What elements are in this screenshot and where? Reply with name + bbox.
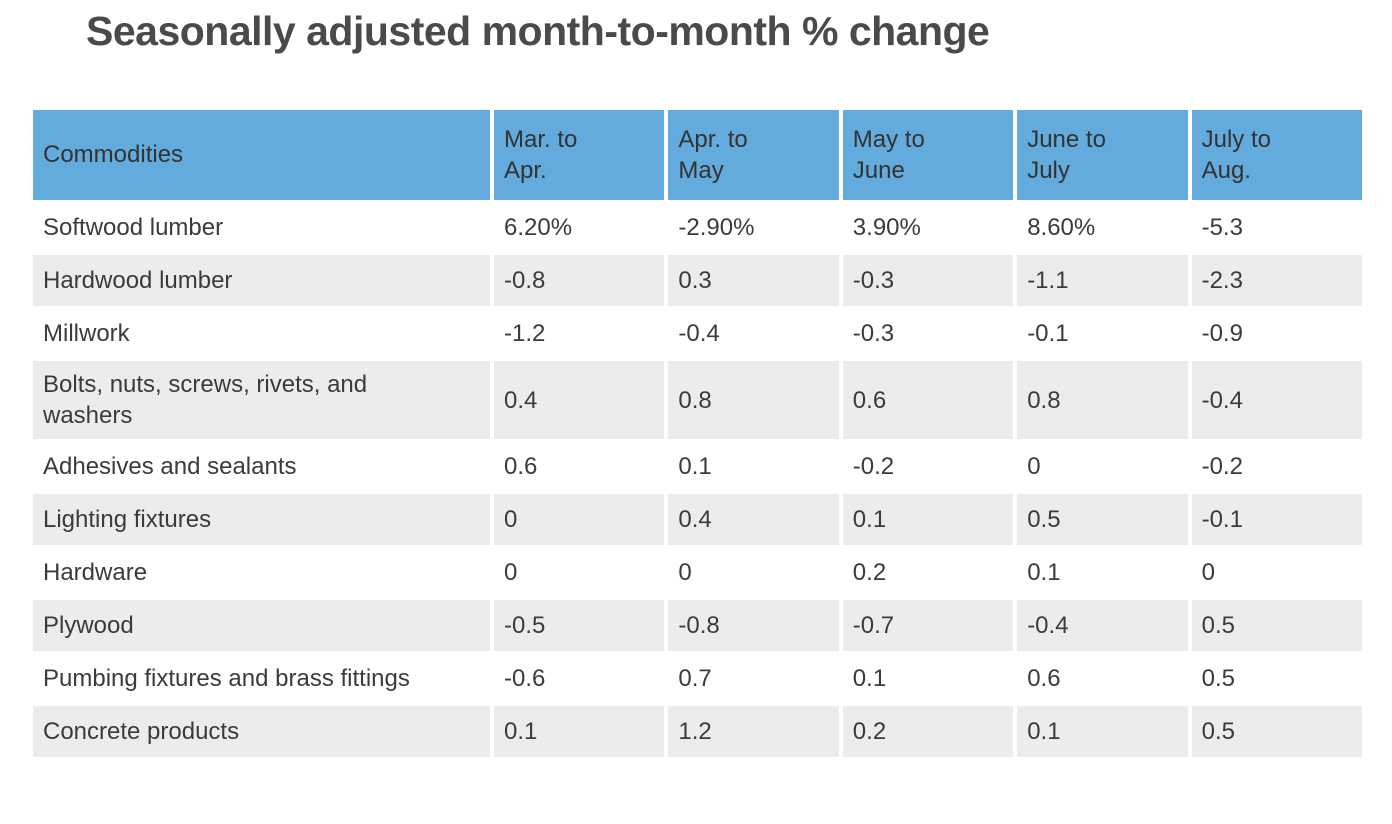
commodity-cell: Pumbing fixtures and brass fittings [33,653,490,705]
value-cell: 0.6 [1017,653,1188,705]
value-cell: 0.2 [842,547,1014,599]
value-cell: 0 [668,547,839,599]
value-cell: 0.2 [842,706,1014,758]
value-cell: -0.6 [494,653,665,705]
table-row: Hardware 0 0 0.2 0.1 0 [33,547,1362,599]
header-cell-period: Mar. to Apr. [494,110,665,200]
value-cell: 0.8 [668,361,839,440]
table-row: Adhesives and sealants 0.6 0.1 -0.2 0 -0.2 [33,441,1362,493]
value-cell: -0.4 [1191,361,1362,440]
value-cell: -0.5 [494,600,665,652]
value-cell: -0.4 [1017,600,1188,652]
value-cell: 6.20% [494,202,665,253]
value-cell: 0.5 [1017,494,1188,546]
value-cell: -2.90% [668,202,839,253]
value-cell: 0.1 [842,653,1014,705]
value-cell: 0.1 [1017,706,1188,758]
value-cell: -0.3 [842,255,1014,306]
value-cell: 1.2 [668,706,839,758]
table-row: Softwood lumber 6.20% -2.90% 3.90% 8.60% -5.3 [33,202,1362,253]
value-cell: -2.3 [1191,255,1362,306]
value-cell: 8.60% [1017,202,1188,253]
value-cell: -0.7 [842,600,1014,652]
value-cell: 0.4 [494,361,665,440]
value-cell: 3.90% [842,202,1014,253]
table-row: Hardwood lumber -0.8 0.3 -0.3 -1.1 -2.3 [33,255,1362,306]
commodities-table: Commodities Mar. to Apr. Apr. to May May to… [33,110,1362,759]
commodity-cell: Adhesives and sealants [33,441,490,493]
value-cell: -1.1 [1017,255,1188,306]
value-cell: 0.1 [1017,547,1188,599]
table-header-row: Commodities Mar. to Apr. Apr. to May May to… [33,110,1362,200]
value-cell: 0 [1017,441,1188,493]
value-cell: 0 [1191,547,1362,599]
commodity-cell: Plywood [33,600,490,652]
value-cell: 0.5 [1191,653,1362,705]
value-cell: 0.7 [668,653,839,705]
header-cell-period: June to July [1017,110,1188,200]
value-cell: -0.4 [668,308,839,359]
value-cell: 0 [494,547,665,599]
value-cell: 0.8 [1017,361,1188,440]
value-cell: 0.1 [494,706,665,758]
header-cell-period: May to June [842,110,1014,200]
value-cell: 0 [494,494,665,546]
value-cell: 0.3 [668,255,839,306]
commodity-cell: Hardwood lumber [33,255,490,306]
table-row: Millwork -1.2 -0.4 -0.3 -0.1 -0.9 [33,308,1362,359]
value-cell: -0.8 [494,255,665,306]
commodity-cell: Softwood lumber [33,202,490,253]
page-title: Seasonally adjusted month-to-month % cha… [86,8,990,54]
commodity-cell: Lighting fixtures [33,494,490,546]
header-cell-period: Apr. to May [668,110,839,200]
table-body: Softwood lumber 6.20% -2.90% 3.90% 8.60% -5.3… [33,202,1362,758]
header-cell-commodities: Commodities [33,110,490,200]
value-cell: 0.6 [842,361,1014,440]
commodity-cell: Concrete products [33,706,490,758]
table-row: Plywood -0.5 -0.8 -0.7 -0.4 0.5 [33,600,1362,652]
table-row: Concrete products 0.1 1.2 0.2 0.1 0.5 [33,706,1362,758]
value-cell: 0.1 [842,494,1014,546]
table-row: Pumbing fixtures and brass fittings -0.6 0… [33,653,1362,705]
value-cell: -0.2 [1191,441,1362,493]
commodity-cell: Hardware [33,547,490,599]
value-cell: 0.1 [668,441,839,493]
commodity-cell: Bolts, nuts, screws, rivets, and washers [33,361,490,440]
value-cell: -0.1 [1191,494,1362,546]
header-cell-period: July to Aug. [1191,110,1362,200]
table-row: Bolts, nuts, screws, rivets, and washers… [33,361,1362,440]
value-cell: -5.3 [1191,202,1362,253]
value-cell: -0.3 [842,308,1014,359]
value-cell: -1.2 [494,308,665,359]
commodity-cell: Millwork [33,308,490,359]
value-cell: 0.6 [494,441,665,493]
value-cell: -0.9 [1191,308,1362,359]
value-cell: -0.1 [1017,308,1188,359]
value-cell: -0.8 [668,600,839,652]
value-cell: 0.5 [1191,600,1362,652]
value-cell: -0.2 [842,441,1014,493]
value-cell: 0.4 [668,494,839,546]
table-row: Lighting fixtures 0 0.4 0.1 0.5 -0.1 [33,494,1362,546]
value-cell: 0.5 [1191,706,1362,758]
